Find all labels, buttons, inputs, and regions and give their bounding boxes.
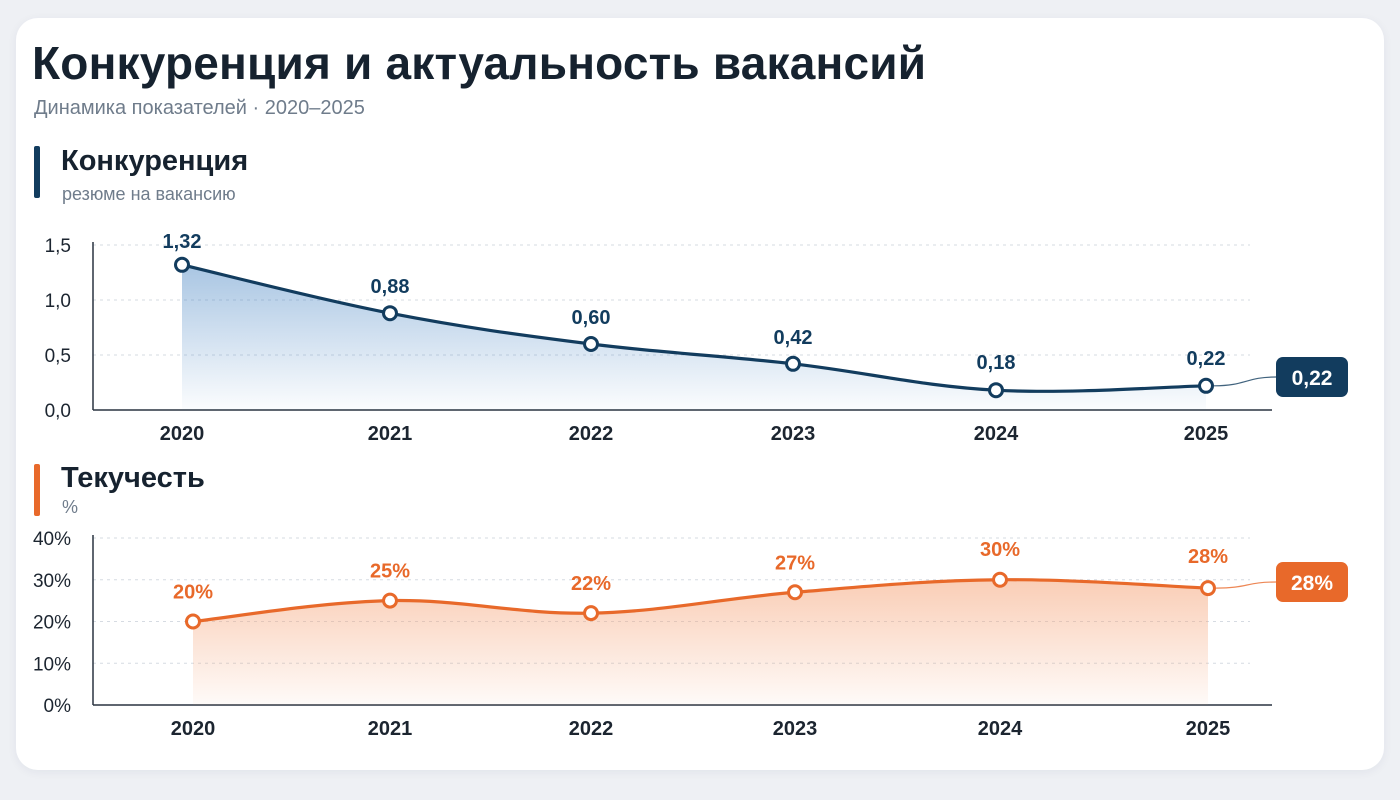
turnover-title: Текучесть: [61, 462, 205, 494]
turnover-end-badge-label: 28%: [1291, 572, 1333, 595]
competition-data-point: [382, 305, 398, 322]
turnover-y-tick-label: 20%: [33, 613, 71, 634]
competition-y-tick-label: 0,5: [45, 346, 71, 367]
turnover-data-point: [185, 613, 201, 630]
competition-data-label: 0,22: [1187, 348, 1226, 370]
turnover-x-tick-label: 2024: [978, 718, 1023, 740]
turnover-x-tick-label: 2021: [368, 718, 413, 740]
turnover-badge-leader: [1215, 581, 1277, 589]
turnover-unit: %: [62, 497, 79, 517]
competition-data-label: 1,32: [163, 231, 202, 253]
competition-data-point: [785, 355, 801, 372]
competition-data-label: 0,60: [572, 307, 611, 329]
turnover-data-label: 25%: [370, 561, 410, 583]
competition-series-line: [180, 263, 1208, 393]
turnover-x-tick-label: 2020: [171, 718, 216, 740]
competition-end-badge: [1276, 357, 1348, 397]
competition-x-tick-label: 2025: [1184, 423, 1229, 445]
turnover-chart: 0% 10% 20% 30% 40% 20% 2020 25% 2021 22% 2022 27% 20…: [33, 529, 1348, 740]
turnover-x-tick-label: 2023: [773, 718, 818, 740]
competition-badge-leader: [1213, 376, 1277, 387]
turnover-y-tick-label: 30%: [33, 571, 71, 592]
page-subtitle: Динамика показателей · 2020–2025: [34, 97, 365, 119]
competition-unit: резюме на вакансию: [62, 184, 236, 204]
turnover-x-tick-label: 2025: [1186, 718, 1231, 740]
turnover-data-point: [787, 584, 803, 601]
turnover-data-label: 22%: [571, 573, 611, 595]
competition-title: Конкуренция: [61, 145, 249, 177]
turnover-end-badge: [1276, 562, 1348, 602]
competition-x-tick-label: 2022: [569, 423, 614, 445]
turnover-data-point: [992, 571, 1008, 588]
competition-x-tick-label: 2023: [771, 423, 816, 445]
turnover-data-point: [583, 605, 599, 622]
competition-y-tick-label: 0,0: [45, 401, 71, 422]
turnover-y-tick-label: 40%: [33, 529, 71, 550]
page-title: Конкуренция и актуальность вакансий: [32, 37, 927, 89]
competition-data-point: [988, 382, 1004, 399]
competition-data-point: [1198, 377, 1214, 394]
competition-data-point: [174, 256, 190, 273]
turnover-data-label: 20%: [173, 582, 213, 604]
turnover-data-point: [1200, 580, 1216, 597]
competition-chart: 0,0 0,5 1,0 1,5 1,32 2020 0,88 2021 0,60 2022 0,42…: [45, 231, 1348, 445]
competition-x-tick-label: 2020: [160, 423, 205, 445]
turnover-series-line: [191, 578, 1210, 624]
turnover-area-fill: [193, 579, 1208, 705]
competition-area-fill: [182, 264, 1206, 410]
competition-x-tick-label: 2021: [368, 423, 413, 445]
turnover-x-tick-label: 2022: [569, 718, 614, 740]
turnover-data-point: [382, 592, 398, 609]
competition-data-point: [583, 336, 599, 352]
turnover-y-tick-label: 10%: [33, 654, 71, 675]
competition-data-label: 0,42: [774, 327, 813, 349]
turnover-accent-bar: [34, 464, 40, 516]
competition-data-label: 0,18: [977, 352, 1016, 374]
competition-data-label: 0,88: [371, 276, 410, 298]
competition-y-tick-label: 1,5: [45, 236, 71, 257]
turnover-data-label: 30%: [980, 539, 1020, 561]
turnover-data-label: 28%: [1188, 546, 1228, 568]
competition-end-badge-label: 0,22: [1292, 367, 1333, 390]
turnover-y-tick-label: 0%: [44, 696, 72, 717]
turnover-data-label: 27%: [775, 552, 815, 574]
competition-y-tick-label: 1,0: [45, 291, 71, 312]
competition-accent-bar: [34, 146, 40, 198]
competition-x-tick-label: 2024: [974, 423, 1019, 445]
